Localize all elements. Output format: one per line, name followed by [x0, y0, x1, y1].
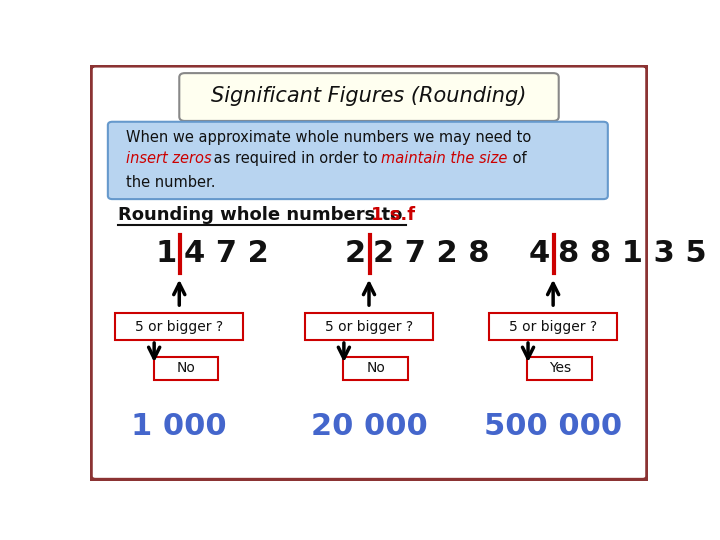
Text: 20 000: 20 000: [310, 412, 428, 441]
Text: as required in order to: as required in order to: [209, 151, 382, 166]
Text: When we approximate whole numbers we may need to: When we approximate whole numbers we may…: [126, 130, 531, 145]
Text: maintain the size: maintain the size: [381, 151, 507, 166]
Text: 4 7 2: 4 7 2: [184, 239, 269, 268]
Text: 2: 2: [345, 239, 366, 268]
Text: insert zeros: insert zeros: [126, 151, 212, 166]
FancyBboxPatch shape: [153, 357, 217, 380]
Text: 5 or bigger ?: 5 or bigger ?: [509, 320, 597, 334]
FancyBboxPatch shape: [528, 357, 592, 380]
Text: 1: 1: [156, 239, 176, 268]
Text: 2 7 2 8: 2 7 2 8: [374, 239, 490, 268]
Text: 5 or bigger ?: 5 or bigger ?: [135, 320, 223, 334]
FancyBboxPatch shape: [343, 357, 408, 380]
FancyBboxPatch shape: [90, 65, 648, 481]
FancyBboxPatch shape: [305, 313, 433, 341]
Text: 500 000: 500 000: [484, 412, 622, 441]
Text: 4: 4: [529, 239, 550, 268]
Text: Rounding whole numbers to: Rounding whole numbers to: [118, 206, 408, 224]
Text: Yes: Yes: [549, 361, 571, 375]
Text: 1 s.f: 1 s.f: [371, 206, 415, 224]
FancyBboxPatch shape: [108, 122, 608, 199]
FancyBboxPatch shape: [179, 73, 559, 121]
Text: Significant Figures (Rounding): Significant Figures (Rounding): [211, 86, 527, 106]
Text: 1 000: 1 000: [132, 412, 227, 441]
FancyBboxPatch shape: [489, 313, 617, 341]
Text: No: No: [366, 361, 385, 375]
Text: No: No: [176, 361, 195, 375]
Text: 5 or bigger ?: 5 or bigger ?: [325, 320, 413, 334]
Text: 8 8 1 3 5: 8 8 1 3 5: [557, 239, 706, 268]
Text: of: of: [508, 151, 526, 166]
FancyBboxPatch shape: [115, 313, 243, 341]
Text: the number.: the number.: [126, 174, 216, 190]
